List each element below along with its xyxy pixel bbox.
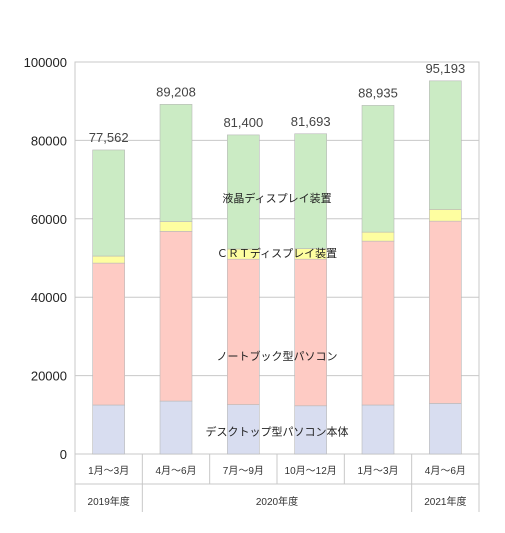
bar-segment-4-5 (361, 105, 395, 233)
bar-segment-1-4 (294, 405, 327, 455)
bar-segment-3-6 (429, 209, 462, 222)
bar-segment-1-3 (227, 404, 260, 455)
series-label: デスクトップ型パソコン本体 (206, 424, 349, 438)
total-label: 81,693 (291, 114, 331, 129)
y-tick-label: 60000 (31, 212, 67, 227)
bar-segment-2-6 (429, 220, 462, 404)
bar-segment-4-6 (429, 80, 462, 210)
bar-segment-4-1 (92, 149, 125, 257)
x-category-label: 7月～9月 (223, 465, 264, 477)
bar-segment-1-5 (361, 404, 395, 455)
y-tick-label: 100000 (24, 55, 67, 70)
series-label: ＣＲＴディスプレイ装置 (217, 246, 337, 260)
total-label: 81,400 (223, 115, 263, 130)
total-label: 88,935 (358, 85, 398, 100)
year-group-label: 2020年度 (256, 495, 298, 508)
bar-segment-4-3 (227, 134, 260, 250)
x-category-label: 1月～3月 (88, 465, 129, 477)
x-category-label: 1月～3月 (357, 465, 398, 477)
y-tick-label: 40000 (31, 290, 67, 305)
y-tick-label: 0 (60, 447, 67, 462)
bar-segment-2-5 (361, 240, 395, 406)
bar-segment-1-6 (429, 403, 462, 455)
bar-segment-1-1 (92, 404, 125, 455)
year-group-label: 2021年度 (424, 495, 466, 508)
series-label: ノートブック型パソコン (217, 349, 338, 363)
bar-segment-2-3 (227, 258, 260, 405)
bar-segment-2-1 (92, 262, 125, 406)
x-category-label: 10月～12月 (285, 465, 337, 477)
x-category-label: 4月～6月 (425, 465, 466, 477)
total-label: 95,193 (425, 61, 465, 76)
total-label: 89,208 (156, 84, 196, 99)
bar-segment-4-2 (159, 104, 193, 222)
bar-segment-1-2 (159, 400, 193, 455)
x-category-label: 4月～6月 (155, 465, 196, 477)
bar-segment-4-4 (294, 133, 327, 249)
bar-segment-3-5 (361, 231, 395, 242)
year-group-label: 2019年度 (88, 495, 130, 508)
total-label: 77,562 (89, 130, 129, 145)
bar-segment-3-1 (92, 255, 125, 264)
series-label: 液晶ディスプレイ装置 (222, 191, 331, 205)
y-tick-label: 80000 (31, 133, 67, 148)
y-tick-label: 20000 (31, 369, 67, 384)
bar-segment-2-4 (294, 258, 327, 407)
bar-segment-2-2 (159, 231, 193, 402)
bar-segment-3-2 (159, 221, 193, 232)
